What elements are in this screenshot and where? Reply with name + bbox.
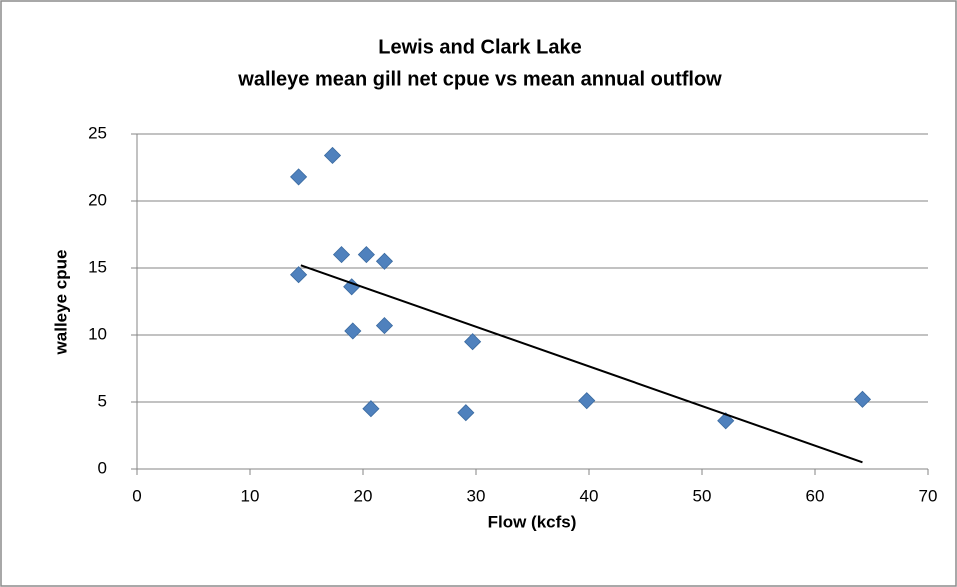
x-tick-label: 0: [132, 486, 141, 505]
y-axis-title: walleye cpue: [51, 250, 70, 356]
data-point: [853, 390, 872, 408]
data-point: [457, 404, 475, 422]
chart-subtitle: walleye mean gill net cpue vs mean annua…: [237, 68, 722, 90]
data-point: [332, 246, 351, 264]
x-axis-title: Flow (kcfs): [488, 512, 577, 531]
data-point: [357, 246, 375, 264]
x-tick-label: 50: [693, 486, 712, 505]
data-point: [362, 400, 380, 418]
x-tick-label: 40: [580, 486, 599, 505]
data-point: [578, 392, 596, 410]
data-point: [290, 168, 308, 186]
data-point: [375, 252, 394, 270]
y-tick-label: 15: [88, 257, 107, 276]
y-tick-label: 25: [88, 123, 107, 142]
y-tick-label: 10: [88, 324, 107, 343]
x-tick-label: 60: [806, 486, 825, 505]
trendline: [300, 264, 863, 464]
x-tick-label: 20: [354, 486, 373, 505]
data-point: [290, 266, 308, 284]
y-tick-label: 0: [98, 458, 107, 477]
chart-title: Lewis and Clark Lake: [378, 36, 581, 58]
y-tick-label: 20: [88, 190, 107, 209]
data-point: [323, 146, 342, 165]
y-tick-label: 5: [98, 391, 107, 410]
x-tick-label: 30: [467, 486, 486, 505]
x-tick-label: 10: [241, 486, 260, 505]
x-tick-label: 70: [919, 486, 938, 505]
data-point: [375, 317, 394, 335]
data-point: [344, 322, 362, 340]
data-point: [464, 333, 482, 351]
